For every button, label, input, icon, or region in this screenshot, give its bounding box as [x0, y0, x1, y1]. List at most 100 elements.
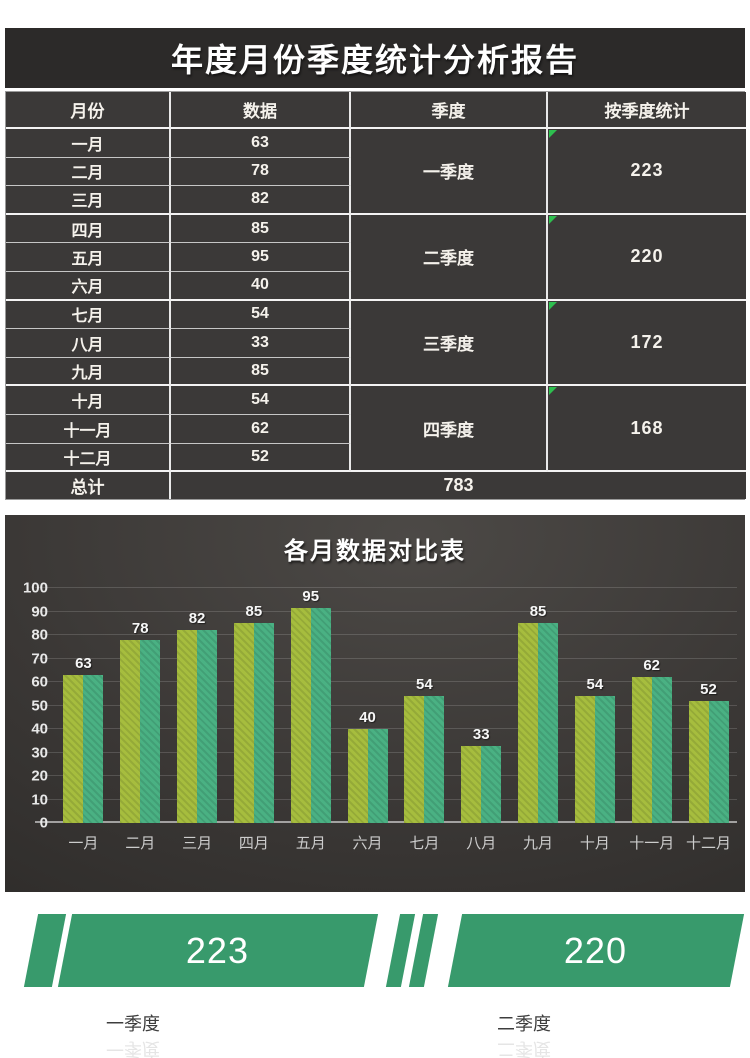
y-axis-tick-label: 0 — [39, 814, 48, 832]
gridline — [35, 704, 737, 706]
bar-left-half — [290, 608, 311, 824]
month-cell: 四月 — [6, 214, 171, 244]
gridline — [35, 610, 737, 612]
quarter-summary-banners: 223 一季度 一季度 220 二季度 二季度 — [5, 914, 745, 1058]
quarter-total-value: 168 — [630, 417, 664, 438]
data-value-cell: 85 — [171, 214, 351, 244]
quarter-total-value: 223 — [630, 160, 664, 181]
bar-data-label: 54 — [416, 676, 433, 694]
bar-series: 63 78 82 85 95 40 54 33 85 54 62 52 — [55, 588, 737, 824]
formula-indicator-icon — [549, 301, 557, 310]
formula-indicator-icon — [549, 215, 557, 224]
bar-left-half — [233, 623, 254, 824]
quarter-banner-label-text: 二季度 — [497, 1014, 551, 1035]
data-value-cell: 63 — [171, 129, 351, 158]
bar-left-half — [177, 630, 198, 824]
data-value-cell: 62 — [171, 414, 351, 444]
bar-right-half — [424, 696, 445, 824]
month-cell: 一月 — [6, 129, 171, 158]
bar-left-half — [404, 696, 425, 824]
total-label-cell: 总计 — [6, 472, 171, 500]
bar — [233, 623, 274, 824]
gridline — [35, 657, 737, 659]
bar-right-half — [708, 700, 729, 824]
y-axis-tick-label: 70 — [31, 650, 48, 668]
x-axis-category-label: 五月 — [295, 835, 326, 853]
bar-group: 85 — [225, 588, 282, 824]
column-header: 按季度统计 — [548, 92, 746, 129]
bar-left-half — [574, 696, 595, 824]
quarter-banner-label: 二季度 二季度 — [459, 1010, 589, 1058]
bar — [63, 675, 104, 824]
month-cell: 五月 — [6, 243, 171, 272]
bar-right-half — [140, 639, 161, 824]
bar — [120, 639, 161, 824]
bar-right-half — [367, 729, 388, 824]
gridline — [35, 634, 737, 636]
quarter-banner-value: 223 — [186, 929, 250, 971]
quarter-total-value: 172 — [630, 331, 664, 352]
month-cell: 九月 — [6, 357, 171, 387]
quarter-banner-label-reflection: 一季度 — [106, 1039, 160, 1058]
data-value-cell: 52 — [171, 443, 351, 473]
bar-group: 54 — [396, 588, 453, 824]
y-axis-tick-label: 100 — [22, 579, 48, 597]
bar-group: 54 — [566, 588, 623, 824]
y-axis-tick-label: 90 — [31, 603, 48, 621]
bar — [631, 677, 672, 824]
data-value-cell: 54 — [171, 300, 351, 330]
bar — [688, 700, 729, 824]
y-axis-tick-label: 60 — [31, 673, 48, 691]
bar-data-label: 33 — [472, 725, 490, 743]
quarter-total-cell: 168 — [548, 386, 746, 473]
bar-data-label: 52 — [700, 680, 717, 698]
y-axis-tick-label: 50 — [31, 697, 48, 715]
bar-group: 62 — [623, 588, 680, 824]
month-cell: 十二月 — [6, 443, 171, 473]
quarter-banner-label-reflection: 二季度 — [497, 1039, 551, 1058]
bar-group: 63 — [55, 588, 112, 824]
bar-group: 82 — [169, 588, 226, 824]
quarter-banner-value: 220 — [564, 929, 628, 971]
y-axis-tick-label: 80 — [31, 626, 48, 644]
quarter-banner: 223 — [57, 914, 379, 988]
chart-title: 各月数据对比表 — [284, 538, 466, 566]
bar-left-half — [518, 623, 539, 824]
y-axis-tick-label: 20 — [31, 767, 48, 785]
quarter-banner: 220 — [447, 914, 745, 988]
bar — [518, 623, 559, 824]
report-title-bar: 年度月份季度统计分析报告 — [5, 28, 745, 88]
month-cell: 三月 — [6, 186, 171, 215]
x-axis-category-label: 十一月 — [629, 835, 675, 853]
bar-data-label: 78 — [131, 619, 149, 637]
quarter-total-cell: 172 — [548, 300, 746, 387]
bar — [574, 696, 615, 824]
report-title-text: 年度月份季度统计分析报告 — [170, 42, 579, 78]
bar-group: 33 — [453, 588, 510, 824]
bar-right-half — [197, 630, 218, 824]
bar-left-half — [631, 677, 652, 824]
bar-right-half — [651, 677, 672, 824]
y-axis-tick-label: 10 — [31, 791, 48, 809]
bar-right-half — [594, 696, 615, 824]
column-header: 月份 — [6, 92, 171, 129]
data-value-cell: 82 — [171, 186, 351, 215]
data-value-cell: 40 — [171, 271, 351, 301]
bar — [461, 745, 502, 824]
column-header: 数据 — [171, 92, 351, 129]
chart-panel: 各月数据对比表 0 10 20 30 40 50 60 70 80 90 100 63 78 82 85 95… — [5, 515, 745, 893]
quarter-cell: 二季度 — [351, 214, 548, 301]
quarter-total-cell: 220 — [548, 214, 746, 301]
x-axis-category-label: 八月 — [466, 835, 497, 853]
x-axis-labels: 一月 二月 三月 四月 五月 六月 七月 八月 九月 十月 十一月 十二月 — [55, 832, 737, 853]
formula-indicator-icon — [549, 387, 557, 396]
bar — [177, 630, 218, 824]
x-axis-category-label: 四月 — [238, 835, 269, 853]
quarter-banner-label-text: 一季度 — [106, 1014, 160, 1035]
bar-right-half — [83, 675, 104, 824]
bar-right-half — [253, 623, 274, 824]
x-axis-category-label: 三月 — [182, 835, 213, 853]
bar-left-half — [688, 700, 709, 824]
bar-right-half — [481, 745, 502, 824]
